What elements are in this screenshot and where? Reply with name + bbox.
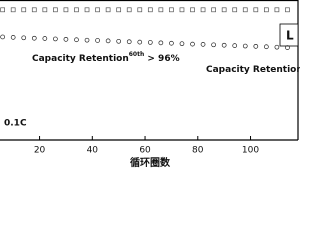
marker <box>147 40 153 45</box>
marker <box>274 7 280 13</box>
legend-fragment: L <box>286 29 294 43</box>
chart: L 循环圈数 0.1C Capacity Retention60th > 96%… <box>0 0 300 169</box>
marker <box>264 44 269 50</box>
marker <box>63 36 69 42</box>
x-tick-label: 80 <box>192 146 204 156</box>
marker <box>169 40 174 46</box>
marker <box>105 7 111 13</box>
annotation-text: Capacity Retention <box>32 54 129 64</box>
marker <box>84 7 90 13</box>
marker <box>10 7 16 13</box>
marker <box>211 7 216 13</box>
marker <box>242 43 248 49</box>
marker <box>190 41 195 47</box>
marker <box>285 45 290 50</box>
marker <box>21 7 27 13</box>
x-tick-label: 20 <box>34 146 46 156</box>
marker <box>169 7 174 13</box>
marker <box>126 7 132 13</box>
marker <box>53 7 58 13</box>
marker <box>0 34 5 40</box>
annotation-text: Capacity Retention <box>206 65 300 75</box>
x-axis-label: 循环圈数 <box>130 156 171 169</box>
marker <box>211 42 216 48</box>
marker <box>179 41 185 47</box>
marker <box>232 43 238 48</box>
marker <box>63 7 69 13</box>
marker <box>95 7 100 13</box>
marker <box>232 7 238 13</box>
marker <box>253 7 259 13</box>
marker <box>285 7 290 13</box>
marker <box>221 7 227 13</box>
annotation: Capacity Retention12 <box>206 62 300 75</box>
annotation: Capacity Retention60th > 96% <box>32 51 180 64</box>
x-tick-label: 100 <box>242 146 259 156</box>
marker <box>74 7 79 13</box>
marker <box>95 38 100 43</box>
marker <box>137 7 143 13</box>
annotation-suffix: > 96% <box>144 54 179 64</box>
marker <box>42 36 48 41</box>
marker <box>116 7 122 13</box>
marker <box>242 7 248 13</box>
marker <box>31 7 37 13</box>
marker <box>179 7 185 13</box>
rate-label: 0.1C <box>4 119 27 129</box>
marker <box>274 44 280 50</box>
x-tick-label: 60 <box>139 146 151 156</box>
marker <box>116 38 122 44</box>
annotation-sup: 60th <box>129 51 145 58</box>
marker <box>137 39 143 45</box>
marker <box>105 38 111 44</box>
marker <box>21 35 27 41</box>
marker <box>158 40 164 46</box>
marker <box>42 7 48 13</box>
marker <box>84 37 90 43</box>
marker <box>74 37 79 43</box>
marker <box>190 7 195 13</box>
marker <box>53 36 58 42</box>
marker <box>200 7 206 13</box>
marker <box>10 35 16 40</box>
marker <box>147 7 153 13</box>
marker <box>200 42 206 47</box>
marker <box>253 43 259 49</box>
marker <box>221 42 227 48</box>
marker <box>126 39 132 45</box>
marker <box>0 7 5 13</box>
marker <box>264 7 269 13</box>
x-tick-label: 40 <box>87 146 99 156</box>
marker <box>31 35 37 41</box>
marker <box>158 7 164 13</box>
